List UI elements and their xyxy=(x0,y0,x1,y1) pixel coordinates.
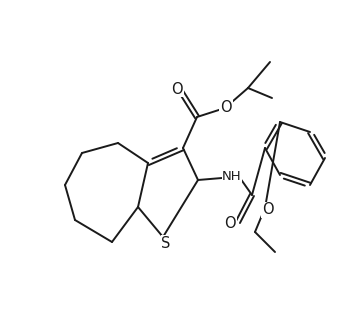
Text: O: O xyxy=(171,81,183,96)
Text: O: O xyxy=(262,202,274,217)
Text: O: O xyxy=(220,99,232,114)
Text: O: O xyxy=(224,215,236,231)
Text: NH: NH xyxy=(222,171,242,183)
Text: S: S xyxy=(161,236,171,251)
